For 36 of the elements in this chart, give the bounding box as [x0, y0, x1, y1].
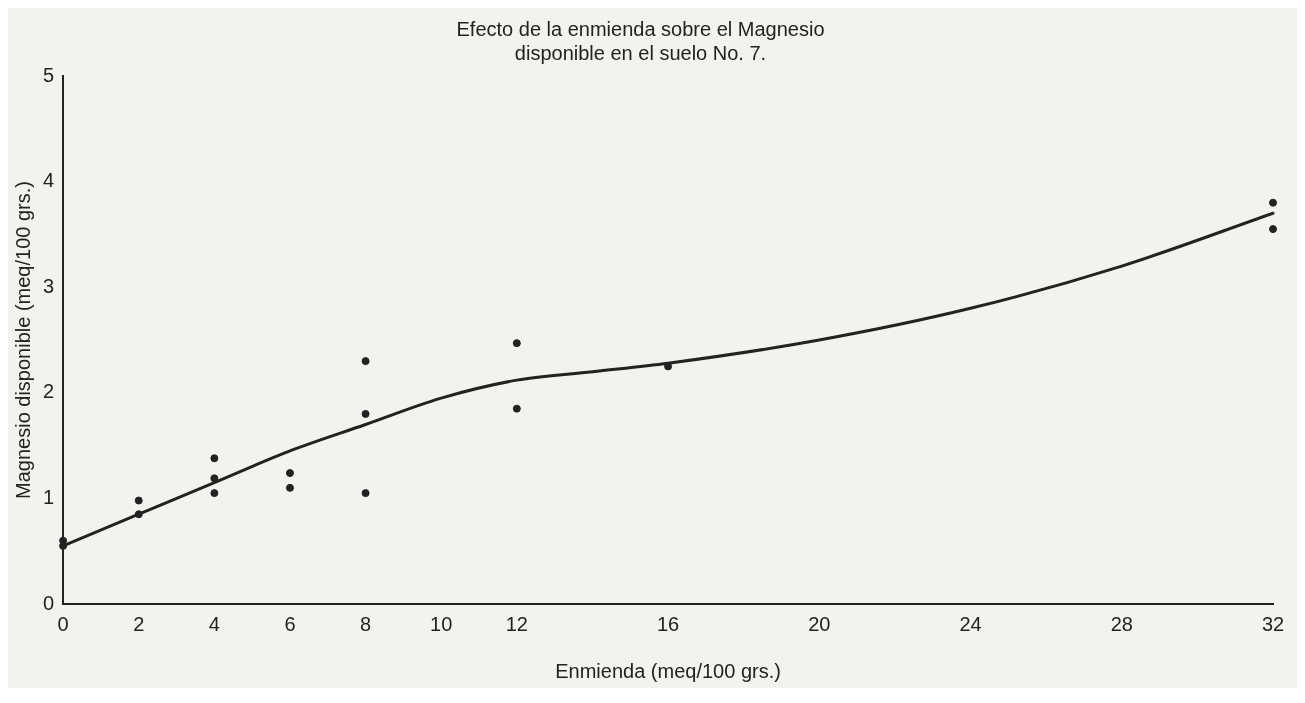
- y-tick-label: 3: [43, 274, 55, 297]
- y-tick-label: 4: [43, 169, 55, 192]
- chart-title: Efecto de la enmienda sobre el Magnesio disponible en el suelo No. 7.: [456, 17, 825, 64]
- point: [361, 357, 370, 366]
- y-tick-label: 2: [43, 380, 55, 403]
- point: [210, 489, 219, 498]
- point: [512, 339, 521, 348]
- x-tick-label: 4: [208, 612, 220, 635]
- x-tick-label: 0: [57, 612, 69, 635]
- y-axis-title: Magnesio disponible (meq/100 grs.): [11, 181, 34, 499]
- x-tick-label: 12: [505, 612, 528, 635]
- point: [59, 536, 68, 545]
- x-tick-label: 20: [808, 612, 831, 635]
- x-tick-label: 6: [284, 612, 296, 635]
- point: [134, 510, 143, 519]
- x-tick-label: 24: [959, 612, 982, 635]
- y-tick-label: 1: [43, 485, 55, 508]
- point: [285, 483, 294, 492]
- point: [361, 489, 370, 498]
- x-tick-label: 28: [1110, 612, 1133, 635]
- x-tick-label: 16: [656, 612, 680, 635]
- x-tick-label: 32: [1261, 612, 1285, 635]
- point: [134, 496, 143, 505]
- x-tick-label: 2: [133, 612, 145, 635]
- point: [512, 404, 521, 413]
- x-tick-label: 10: [430, 612, 453, 635]
- x-tick-label: 8: [360, 612, 372, 635]
- point: [1269, 225, 1277, 234]
- y-tick-label: 0: [43, 591, 55, 614]
- x-axis-title: Enmienda (meq/100 grs.): [555, 659, 781, 682]
- point: [361, 409, 370, 418]
- point: [1269, 198, 1277, 207]
- point: [210, 454, 219, 463]
- point: [285, 469, 294, 478]
- y-tick-label: 5: [43, 63, 55, 86]
- point: [210, 474, 219, 483]
